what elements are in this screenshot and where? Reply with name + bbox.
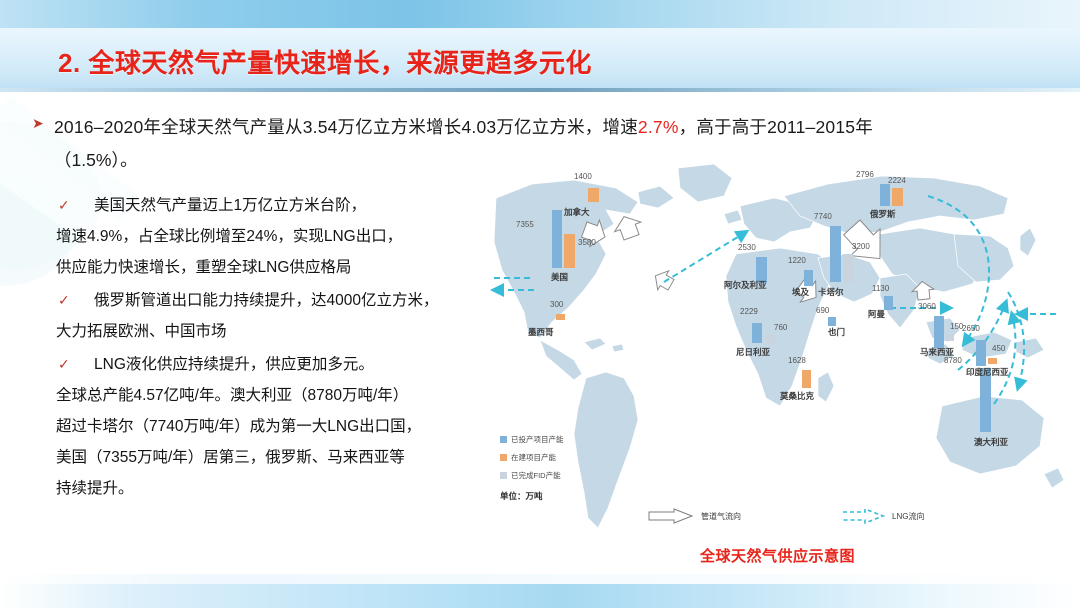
map-value-russia-2224: 2224 [888, 176, 906, 185]
flow-legend-pipeline: 管道气流向 [648, 508, 741, 524]
page-title: 2. 全球天然气产量快速增长，来源更趋多元化 [58, 48, 592, 78]
map-label-qatar: 卡塔尔 [818, 287, 844, 297]
bullet-text-b: ，高于高于2011–2015年 [678, 117, 873, 137]
lng-arrow-north-asia [927, 195, 990, 348]
map-value-canada-1400: 1400 [574, 172, 592, 181]
solid-arrow-icon [648, 508, 694, 524]
sub-bullet-head: LNG液化供应持续提升，供应更加多元。 [94, 356, 374, 373]
legend-swatch-blue [500, 436, 507, 443]
check-icon: ✓ [58, 356, 70, 372]
map-value-malaysia-3060: 3060 [918, 302, 936, 311]
country-capacity-bars [552, 184, 997, 432]
pipeline-arrow-canada-south [580, 218, 606, 248]
lng-arrow-us-europe [663, 229, 750, 283]
flow-legend-label: 管道气流向 [701, 511, 741, 521]
lng-flow-arrows [490, 195, 1056, 405]
pipeline-arrow-asia-up [910, 280, 936, 301]
map-label-canada: 加拿大 [564, 207, 590, 217]
sub-bullet-head: 美国天然气产量迈上1万亿立方米台阶， [94, 197, 367, 214]
sub-bullet-list: ✓ 美国天然气产量迈上1万亿立方米台阶， 增速4.9%，占全球比例增至24%，实… [56, 190, 496, 506]
map-value-qatar-7740: 7740 [814, 212, 832, 221]
map-label-malaysia: 马来西亚 [920, 347, 955, 357]
world-map-figure: 加拿大 美国 墨西哥 阿尔及利亚 尼日利亚 莫桑比克 埃及 卡塔尔 阿曼 也门 … [488, 162, 1078, 562]
lng-arrow-australia-asia [993, 310, 1022, 405]
legend-swatch-grey [500, 472, 507, 479]
map-label-mexico: 墨西哥 [528, 327, 554, 337]
sub-bullet-line: 持续提升。 [56, 480, 134, 497]
map-value-malaysia-150: 150 [950, 322, 964, 331]
map-label-indonesia: 印度尼西亚 [966, 367, 1009, 377]
bullet-text-a: 2016–2020年全球天然气产量从3.54万亿立方米增长4.03万亿立方米，增… [54, 117, 638, 137]
sub-bullet-item: ✓ 俄罗斯管道出口能力持续提升，达4000亿立方米， 大力拓展欧洲、中国市场 [56, 285, 496, 347]
top-decor-band [0, 0, 1080, 28]
map-label-usa: 美国 [551, 272, 569, 282]
map-value-algeria-2530: 2530 [738, 243, 756, 252]
sub-bullet-line: 全球总产能4.57亿吨/年。澳大利亚（8780万吨/年） [56, 387, 409, 404]
title-band [0, 28, 1080, 90]
sub-bullet-line: 供应能力快速增长，重塑全球LNG供应格局 [56, 259, 352, 276]
legend-unit: 单位：万吨 [500, 491, 543, 501]
map-label-australia: 澳大利亚 [974, 437, 1009, 447]
map-value-indonesia-450: 450 [992, 344, 1006, 353]
legend-item-fid: 已完成FID产能 [500, 470, 630, 481]
legend-label: 已完成FID产能 [511, 471, 561, 480]
map-label-oman: 阿曼 [868, 309, 886, 319]
dashed-arrow-icon [843, 508, 885, 524]
legend-item-operational: 已投产项目产能 [500, 434, 630, 445]
flow-legend: 管道气流向 LNG流向 [648, 508, 948, 524]
map-label-algeria: 阿尔及利亚 [724, 280, 767, 290]
map-label-yemen: 也门 [828, 327, 846, 337]
check-icon: ✓ [58, 292, 70, 308]
map-value-nigeria-760: 760 [774, 323, 788, 332]
map-value-russia-2796: 2796 [856, 170, 874, 179]
main-bullet-line1: 2016–2020年全球天然气产量从3.54万亿立方米增长4.03万亿立方米，增… [54, 110, 873, 144]
sub-bullet-line: 美国（7355万吨/年）居第三，俄罗斯、马来西亚等 [56, 449, 405, 466]
figure-caption: 全球天然气供应示意图 [700, 548, 856, 565]
map-value-indonesia-2650: 2650 [962, 324, 980, 333]
map-label-mozambique: 莫桑比克 [780, 391, 815, 401]
bullet-highlight-rate: 2.7% [637, 117, 679, 137]
map-value-egypt-1220: 1220 [788, 256, 806, 265]
lng-arrow-east-asia [1007, 291, 1028, 392]
world-map-svg [490, 163, 1065, 529]
main-bullet: ➤ 2016–2020年全球天然气产量从3.54万亿立方米增长4.03万亿立方米… [32, 110, 1052, 176]
legend-label: 在建项目产能 [511, 453, 556, 462]
map-value-usa-3580: 3580 [578, 238, 596, 247]
sub-bullet-item: ✓ 美国天然气产量迈上1万亿立方米台阶， 增速4.9%，占全球比例增至24%，实… [56, 190, 496, 283]
sub-bullet-head: 俄罗斯管道出口能力持续提升，达4000亿立方米， [94, 292, 439, 309]
main-bullet-line2: （1.5%）。 [54, 150, 138, 170]
legend-item-under-construction: 在建项目产能 [500, 452, 630, 463]
legend-label: 已投产项目产能 [511, 435, 564, 444]
legend-swatch-orange [500, 454, 507, 461]
map-value-yemen-690: 690 [816, 306, 830, 315]
pipeline-arrow-us-north [613, 215, 643, 241]
map-label-russia: 俄罗斯 [870, 209, 896, 219]
map-label-nigeria: 尼日利亚 [736, 347, 771, 357]
pipeline-arrow-russia-china [842, 219, 881, 260]
title-underline [0, 88, 1080, 92]
sub-bullet-item: ✓ LNG液化供应持续提升，供应更加多元。 全球总产能4.57亿吨/年。澳大利亚… [56, 349, 496, 504]
map-value-mexico-300: 300 [550, 300, 564, 309]
map-label-egypt: 埃及 [792, 287, 810, 297]
bullet-arrow-icon: ➤ [32, 115, 44, 131]
map-value-nigeria-2229: 2229 [740, 307, 758, 316]
map-value-australia-8780: 8780 [944, 356, 962, 365]
map-value-qatar-3200: 3200 [852, 242, 870, 251]
sub-bullet-line: 增速4.9%，占全球比例增至24%，实现LNG出口， [56, 228, 403, 245]
check-icon: ✓ [58, 197, 70, 213]
sub-bullet-line: 超过卡塔尔（7740万吨/年）成为第一大LNG出口国， [56, 418, 422, 435]
map-value-oman-1130: 1130 [872, 284, 890, 293]
map-legend: 已投产项目产能 在建项目产能 已完成FID产能 单位：万吨 [500, 434, 630, 502]
map-value-usa-7355: 7355 [516, 220, 534, 229]
footer-band [0, 574, 1080, 608]
sub-bullet-line: 大力拓展欧洲、中国市场 [56, 323, 227, 340]
flow-legend-label: LNG流向 [892, 511, 925, 521]
pipeline-flow-arrows [580, 215, 936, 303]
pipeline-arrow-atlantic [654, 269, 675, 292]
flow-legend-lng: LNG流向 [841, 508, 924, 524]
map-value-mozambique-1628: 1628 [788, 356, 806, 365]
